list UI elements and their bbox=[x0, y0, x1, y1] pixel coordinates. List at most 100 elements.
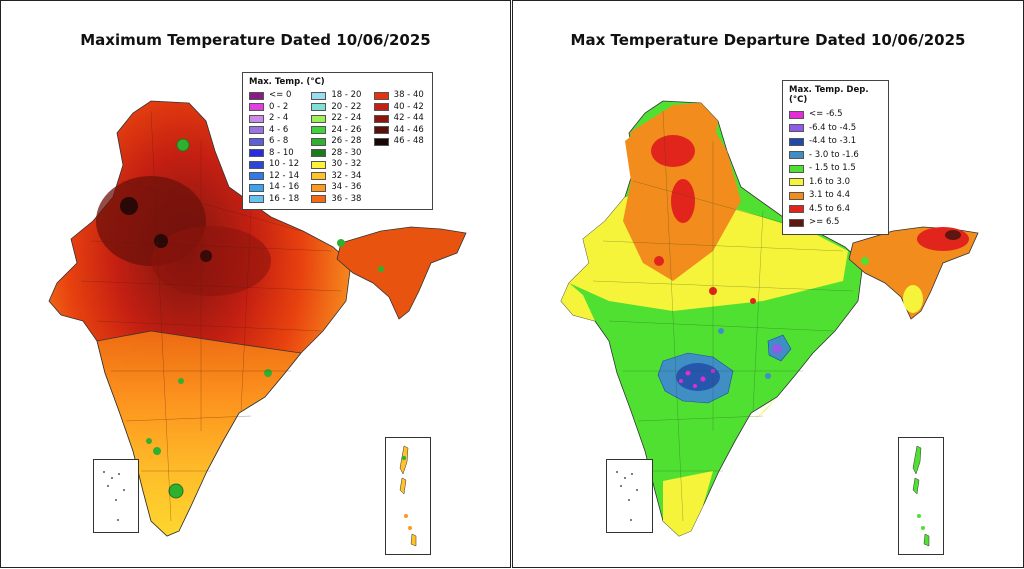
legend-grid: <= -6.5 -6.4 to -4.5 -4.4 to -3.1 - 3.0 to … bbox=[789, 108, 882, 230]
legend-label: 28 - 30 bbox=[331, 147, 362, 158]
legend-label: 34 - 36 bbox=[331, 182, 362, 193]
legend-swatch bbox=[373, 126, 389, 135]
legend-item: - 1.5 to 1.5 bbox=[789, 162, 882, 176]
legend-item: 3.1 to 4.4 bbox=[789, 189, 882, 203]
andaman-islands-right bbox=[912, 445, 930, 547]
legend-item: 14 - 16 bbox=[249, 182, 301, 194]
max-temperature-departure-panel: Max Temperature Departure Dated 10/06/20… bbox=[512, 0, 1024, 568]
legend-label: 16 - 18 bbox=[269, 193, 300, 204]
legend-label: 6 - 8 bbox=[269, 136, 289, 147]
legend-item: 40 - 42 bbox=[373, 102, 426, 114]
legend-swatch bbox=[373, 91, 389, 100]
andaman-islands-left bbox=[399, 445, 417, 547]
legend-item: 20 - 22 bbox=[311, 102, 363, 114]
legend-swatch bbox=[311, 91, 327, 100]
legend-item: 34 - 36 bbox=[311, 182, 363, 194]
legend-label: 1.6 to 3.0 bbox=[809, 176, 850, 187]
legend-swatch bbox=[311, 172, 327, 181]
legend-item: 32 - 34 bbox=[311, 171, 363, 183]
legend-label: - 1.5 to 1.5 bbox=[809, 163, 856, 174]
legend-item: >= 6.5 bbox=[789, 216, 882, 230]
legend-swatch bbox=[249, 183, 264, 192]
legend-swatch bbox=[311, 149, 327, 158]
legend-label: 32 - 34 bbox=[331, 170, 362, 181]
legend-item: 46 - 48 bbox=[373, 136, 426, 148]
legend-label: 38 - 40 bbox=[393, 90, 424, 101]
legend-swatch bbox=[311, 126, 327, 135]
legend-swatch bbox=[373, 103, 389, 112]
max-temperature-departure-legend: Max. Temp. Dep. (°C) <= -6.5 -6.4 to -4.5… bbox=[782, 80, 889, 235]
legend-item: 30 - 32 bbox=[311, 159, 363, 171]
legend-item: - 3.0 to -1.6 bbox=[789, 149, 882, 163]
legend-label: 26 - 28 bbox=[331, 136, 362, 147]
legend-item: 4.5 to 6.4 bbox=[789, 203, 882, 217]
legend-item: 42 - 44 bbox=[373, 113, 426, 125]
legend-swatch bbox=[249, 114, 264, 123]
legend-item: 2 - 4 bbox=[249, 113, 301, 125]
legend-item: 44 - 46 bbox=[373, 124, 426, 137]
legend-label: 44 - 46 bbox=[393, 124, 424, 135]
legend-item: 28 - 30 bbox=[311, 148, 363, 160]
legend-label: 0 - 2 bbox=[269, 101, 289, 112]
legend-swatch bbox=[789, 137, 804, 146]
legend-item: 1.6 to 3.0 bbox=[789, 176, 882, 190]
legend-label: 3.1 to 4.4 bbox=[809, 190, 850, 201]
legend-swatch bbox=[249, 149, 264, 158]
legend-item: 38 - 40 bbox=[373, 90, 426, 102]
max-temperature-title: Maximum Temperature Dated 10/06/2025 bbox=[80, 31, 431, 49]
legend-label: <= 0 bbox=[269, 90, 292, 101]
andaman-inset-left bbox=[385, 437, 431, 555]
legend-title: Max. Temp. (°C) bbox=[249, 77, 325, 87]
legend-item: 36 - 38 bbox=[311, 194, 363, 206]
legend-label: 42 - 44 bbox=[393, 113, 424, 124]
legend-swatch bbox=[249, 160, 264, 169]
legend-swatch bbox=[311, 137, 327, 146]
legend-label: <= -6.5 bbox=[809, 109, 843, 120]
legend-item: 8 - 10 bbox=[249, 148, 301, 160]
legend-swatch bbox=[311, 160, 327, 169]
legend-swatch bbox=[311, 114, 327, 123]
legend-label: 14 - 16 bbox=[269, 182, 300, 193]
legend-item: 26 - 28 bbox=[311, 136, 363, 148]
legend-swatch bbox=[311, 183, 327, 192]
legend-swatch bbox=[789, 178, 804, 187]
legend-swatch bbox=[789, 218, 804, 227]
legend-swatch bbox=[249, 91, 264, 100]
lakshadweep-inset-left bbox=[93, 459, 139, 533]
legend-label: 36 - 38 bbox=[331, 193, 362, 204]
legend-swatch bbox=[249, 103, 264, 112]
legend-swatch bbox=[789, 164, 804, 173]
legend-item: <= -6.5 bbox=[789, 108, 882, 122]
legend-label: 8 - 10 bbox=[269, 147, 294, 158]
legend-label: -6.4 to -4.5 bbox=[809, 122, 857, 133]
legend-item: 4 - 6 bbox=[249, 125, 301, 137]
legend-label: 4.5 to 6.4 bbox=[809, 203, 850, 214]
legend-item: -4.4 to -3.1 bbox=[789, 135, 882, 149]
andaman-inset-right bbox=[898, 437, 944, 555]
legend-item: 0 - 2 bbox=[249, 102, 301, 114]
legend-item: -6.4 to -4.5 bbox=[789, 122, 882, 136]
legend-item: 10 - 12 bbox=[249, 159, 301, 171]
legend-title: Max. Temp. Dep. (°C) bbox=[789, 85, 869, 105]
legend-swatch bbox=[789, 191, 804, 200]
legend-label: 18 - 20 bbox=[331, 90, 362, 101]
max-temperature-departure-title: Max Temperature Departure Dated 10/06/20… bbox=[570, 31, 966, 49]
legend-item: 24 - 26 bbox=[311, 125, 363, 137]
legend-item: 6 - 8 bbox=[249, 136, 301, 148]
legend-item: 16 - 18 bbox=[249, 194, 301, 206]
legend-swatch bbox=[311, 103, 327, 112]
max-temperature-map bbox=[48, 100, 467, 537]
legend-swatch bbox=[789, 110, 804, 119]
legend-label: 20 - 22 bbox=[331, 101, 362, 112]
legend-item: 12 - 14 bbox=[249, 171, 301, 183]
legend-label: >= 6.5 bbox=[809, 217, 840, 228]
legend-swatch bbox=[373, 137, 389, 146]
legend-swatch bbox=[249, 172, 264, 181]
legend-label: -4.4 to -3.1 bbox=[809, 136, 857, 147]
legend-swatch bbox=[789, 205, 804, 214]
legend-swatch bbox=[789, 124, 804, 133]
legend-swatch bbox=[249, 195, 264, 204]
legend-label: 46 - 48 bbox=[393, 136, 424, 147]
